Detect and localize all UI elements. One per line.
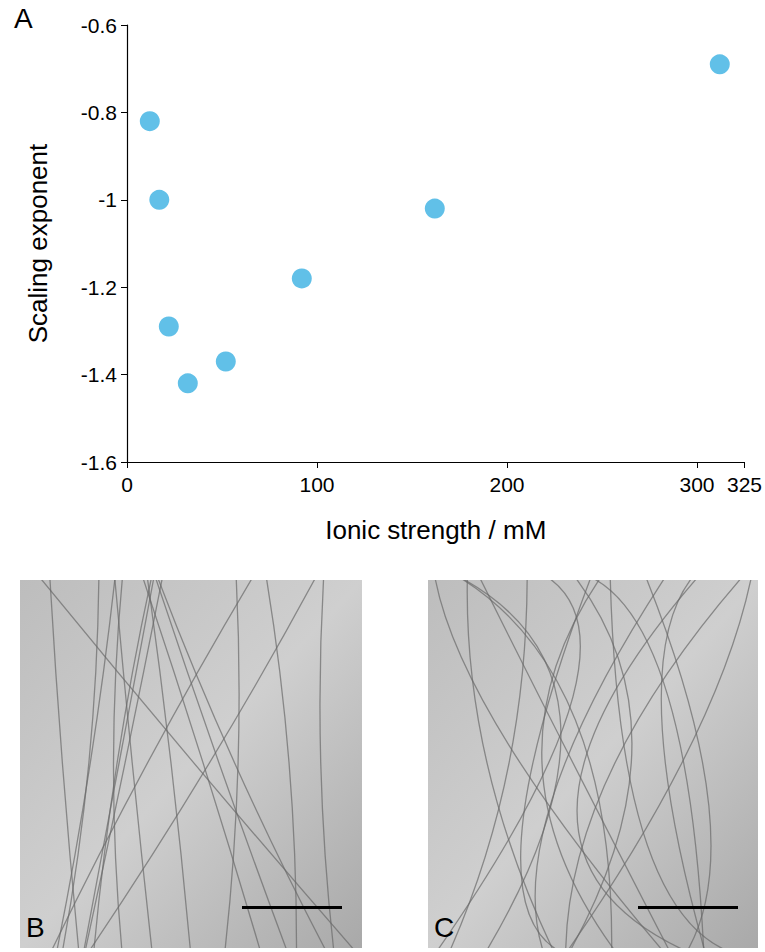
svg-text:A: A <box>14 3 33 34</box>
svg-text:325: 325 <box>727 473 762 496</box>
svg-text:100: 100 <box>299 473 334 496</box>
html-text:B: B <box>26 912 45 943</box>
svg-text:Ionic strength / mM: Ionic strength / mM <box>325 515 546 545</box>
svg-text:-1: -1 <box>98 188 117 211</box>
svg-text:300: 300 <box>679 473 714 496</box>
svg-text:0: 0 <box>121 473 133 496</box>
html-text:C: C <box>434 912 455 943</box>
svg-text:200: 200 <box>489 473 524 496</box>
svg-text:Scaling exponent: Scaling exponent <box>23 143 53 343</box>
svg-text:-0.8: -0.8 <box>81 101 117 124</box>
svg-text:-1.6: -1.6 <box>81 451 117 474</box>
svg-text:-0.6: -0.6 <box>81 14 117 37</box>
svg-text:-1.2: -1.2 <box>81 276 117 299</box>
svg-text:-1.4: -1.4 <box>81 363 118 386</box>
